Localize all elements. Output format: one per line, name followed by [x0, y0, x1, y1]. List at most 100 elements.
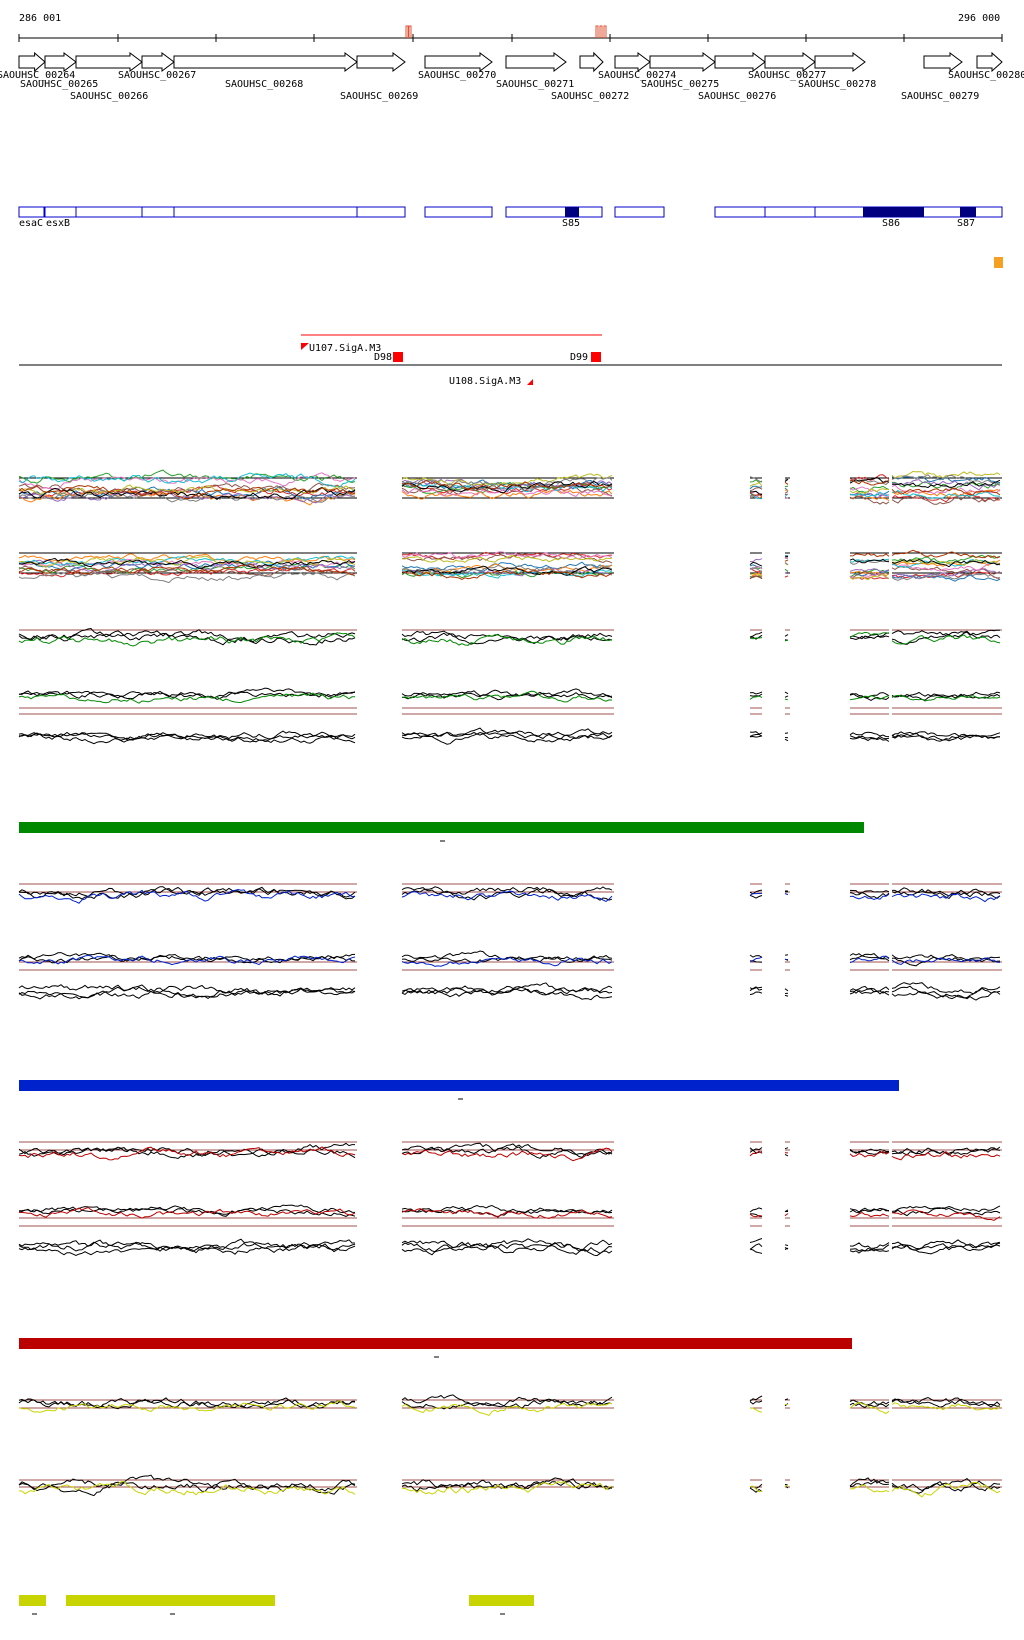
annotation-label-S86[interactable]: S86	[882, 218, 901, 229]
expression-line	[18, 560, 356, 572]
expression-line	[849, 568, 890, 578]
gene-label-00277[interactable]: SAOUHSC_00277	[748, 70, 827, 81]
expression-tracks	[18, 469, 1002, 1498]
gene-label-00264[interactable]: SAOUHSC_00264	[0, 70, 76, 81]
expression-line-black	[849, 1207, 890, 1214]
expression-line-colored	[749, 1150, 763, 1157]
gene-label-00272[interactable]: SAOUHSC_00272	[551, 91, 630, 102]
annotation-box	[356, 206, 406, 218]
expression-line	[849, 474, 890, 481]
expression-line-black	[401, 886, 613, 898]
expression-line	[401, 570, 613, 580]
expression-line	[18, 482, 356, 495]
gene-label-00276[interactable]: SAOUHSC_00276	[698, 91, 777, 102]
gene-label-00266[interactable]: SAOUHSC_00266	[70, 91, 149, 102]
expression-line	[849, 558, 890, 564]
annotation-box	[505, 206, 603, 218]
expression-line	[891, 484, 1001, 495]
expression-line-colored	[849, 735, 890, 742]
gene-label-00274[interactable]: SAOUHSC_00274	[598, 70, 677, 81]
expression-line-black	[891, 629, 1001, 638]
coverage-peak	[405, 25, 409, 38]
expression-line-black	[749, 1400, 763, 1405]
gene-label-00269[interactable]: SAOUHSC_00269	[340, 91, 419, 102]
expression-line-colored	[849, 1484, 890, 1493]
expression-line	[401, 482, 613, 495]
operon-label-U108[interactable]: U108.SigA.M3	[449, 376, 522, 387]
expression-line	[891, 549, 1001, 559]
operon-label-U107[interactable]: U107.SigA.M3	[309, 343, 382, 354]
expression-line	[749, 482, 763, 487]
gene-arrow	[579, 51, 604, 73]
expression-line-black	[18, 1478, 356, 1497]
expression-line	[401, 488, 613, 500]
coverage-peak	[408, 25, 412, 38]
operon-label-D98[interactable]: D98	[374, 352, 393, 363]
expression-line	[849, 559, 890, 565]
gene-arrow	[505, 52, 567, 72]
gene-label-00278[interactable]: SAOUHSC_00278	[798, 79, 877, 90]
gene-label-00270[interactable]: SAOUHSC_00270	[418, 70, 497, 81]
expression-line-colored	[749, 1248, 763, 1254]
expression-line-black	[784, 1244, 789, 1246]
expression-line-black	[18, 732, 356, 741]
annotation-label-S87[interactable]: S87	[957, 218, 976, 229]
gene-label-00280[interactable]: SAOUHSC_00280	[948, 70, 1024, 81]
gene-label-00265[interactable]: SAOUHSC_00265	[20, 79, 99, 90]
annotation-box	[424, 206, 493, 218]
expression-line	[18, 555, 356, 568]
expression-line	[891, 470, 1001, 479]
segment-bar	[66, 1595, 275, 1606]
expression-line	[18, 484, 356, 498]
expression-line-black	[749, 631, 763, 638]
segment-bar	[19, 822, 864, 833]
expression-line	[784, 575, 789, 578]
expression-line-black	[849, 1477, 890, 1487]
segment-bar	[19, 1338, 852, 1349]
expression-line-colored	[749, 1213, 763, 1218]
expression-line-black	[891, 954, 1001, 963]
expression-line-black	[401, 630, 613, 642]
expression-line-black	[749, 735, 763, 738]
annotation-label-esaC[interactable]: esaC	[19, 218, 44, 229]
expression-line-black	[849, 731, 890, 738]
expression-line-black	[18, 952, 356, 962]
expression-line-black	[849, 1148, 889, 1154]
expression-line	[18, 485, 356, 500]
expression-line-colored	[401, 1480, 613, 1495]
coordinate-ruler	[18, 25, 1003, 42]
expression-line-colored	[18, 1146, 356, 1161]
expression-line	[18, 563, 356, 576]
expression-line-black	[849, 1148, 890, 1155]
annotation-label-esxB[interactable]: esxB	[46, 218, 71, 229]
gene-label-00279[interactable]: SAOUHSC_00279	[901, 91, 980, 102]
expression-line	[849, 568, 890, 573]
expression-line-colored	[849, 1248, 890, 1254]
expression-line	[401, 561, 613, 572]
gene-label-00268[interactable]: SAOUHSC_00268	[225, 79, 304, 90]
expression-line-colored	[784, 994, 789, 997]
segment-bar	[19, 1080, 899, 1091]
gene-arrow	[976, 51, 1003, 73]
expression-line-black	[401, 689, 613, 700]
expression-line-black	[849, 1242, 890, 1249]
expression-line	[784, 485, 789, 488]
segment-bar	[469, 1595, 534, 1606]
gene-label-00267[interactable]: SAOUHSC_00267	[118, 70, 197, 81]
gene-label-00275[interactable]: SAOUHSC_00275	[641, 79, 720, 90]
expression-line	[891, 574, 1001, 582]
expression-line-colored	[891, 1481, 1001, 1498]
gene-label-00271[interactable]: SAOUHSC_00271	[496, 79, 575, 90]
expression-line-colored	[18, 632, 356, 647]
expression-line	[18, 489, 356, 503]
expression-line-black	[401, 1146, 613, 1159]
expression-line-black	[401, 1394, 613, 1407]
expression-line-black	[18, 1142, 355, 1157]
gene-arrow	[764, 52, 816, 72]
expression-line	[784, 481, 789, 485]
annotation-label-S85[interactable]: S85	[562, 218, 581, 229]
expression-line-black	[18, 1147, 356, 1160]
operon-label-D99[interactable]: D99	[570, 352, 589, 363]
expression-line-colored	[401, 1402, 612, 1416]
expression-line-black	[749, 894, 763, 899]
